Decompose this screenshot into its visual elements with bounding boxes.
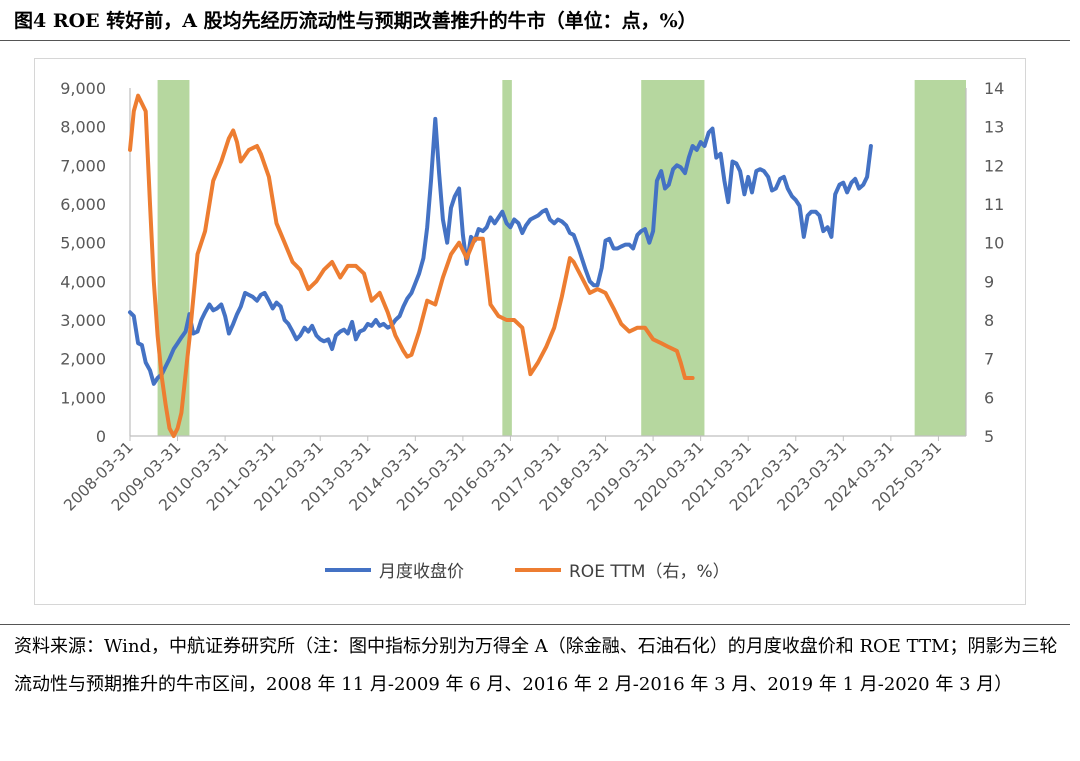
- right-tick-label: 12: [984, 156, 1004, 175]
- left-tick-label: 2,000: [60, 350, 106, 369]
- right-tick-label: 9: [984, 272, 994, 291]
- series-lines: [128, 93, 873, 438]
- title-rule: [0, 40, 1070, 41]
- x-axis-ticks: 2008-03-312009-03-312010-03-312011-03-31…: [60, 436, 945, 515]
- right-tick-label: 7: [984, 350, 994, 369]
- shaded-region-3: [914, 80, 966, 436]
- right-axis-ticks: 5 6 7 8 9 10 11 12 13 14: [984, 79, 1004, 446]
- legend: 月度收盘价 ROE TTM（右，%）: [325, 562, 730, 582]
- left-tick-label: 9,000: [60, 79, 106, 98]
- right-tick-label: 11: [984, 195, 1004, 214]
- legend-label-roe: ROE TTM（右，%）: [569, 562, 730, 582]
- shaded-regions: [157, 80, 966, 436]
- axes: [129, 88, 967, 437]
- left-tick-label: 5,000: [60, 234, 106, 253]
- source-rule: [0, 624, 1070, 625]
- right-tick-label: 6: [984, 388, 994, 407]
- left-tick-label: 1,000: [60, 388, 106, 407]
- left-tick-label: 3,000: [60, 311, 106, 330]
- right-tick-label: 8: [984, 311, 994, 330]
- series-line-1: [128, 93, 695, 438]
- left-axis-ticks: 0 1,000 2,000 3,000 4,000 5,000 6,000 7,000 8,00…: [60, 79, 106, 446]
- left-tick-label: 8,000: [60, 118, 106, 137]
- right-tick-label: 10: [984, 234, 1004, 253]
- left-tick-label: 0: [96, 427, 106, 446]
- left-tick-label: 6,000: [60, 195, 106, 214]
- shaded-region-2: [641, 80, 705, 436]
- source-note: 资料来源：Wind，中航证券研究所（注：图中指标分别为万得全 A（除金融、石油石…: [14, 636, 1058, 695]
- right-tick-label: 13: [984, 118, 1004, 137]
- chart-frame: 0 1,000 2,000 3,000 4,000 5,000 6,000 7,000 8,00…: [34, 58, 1026, 605]
- right-tick-label: 14: [984, 79, 1004, 98]
- series-line-0: [128, 116, 873, 386]
- left-tick-label: 7,000: [60, 156, 106, 175]
- legend-label-price: 月度收盘价: [379, 562, 464, 582]
- roe-price-chart: 0 1,000 2,000 3,000 4,000 5,000 6,000 7,000 8,00…: [60, 79, 1004, 582]
- shaded-region-1: [502, 80, 512, 436]
- left-tick-label: 4,000: [60, 272, 106, 291]
- figure-title: 图4 ROE 转好前，A 股均先经历流动性与预期改善推升的牛市（单位：点，%）: [14, 10, 697, 32]
- right-tick-label: 5: [984, 427, 994, 446]
